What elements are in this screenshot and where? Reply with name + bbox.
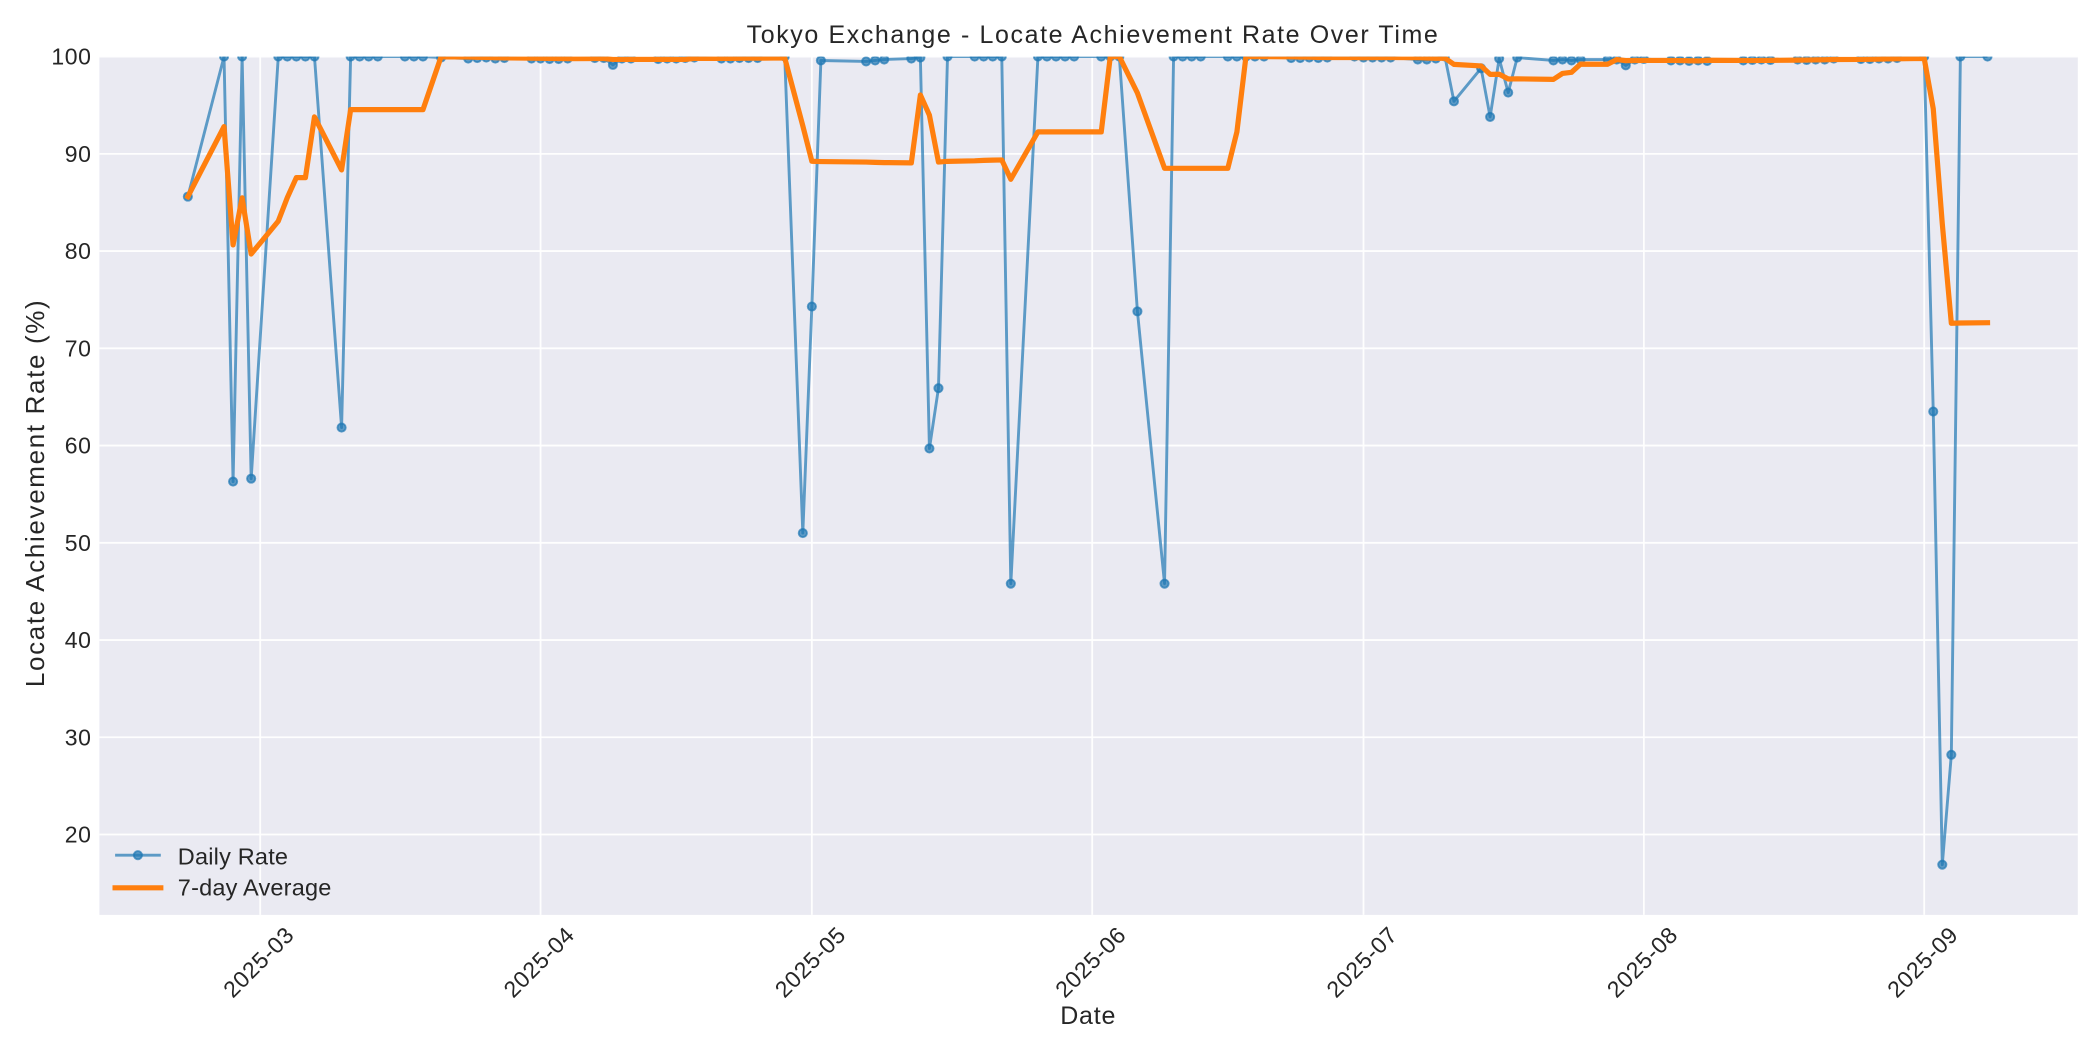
svg-text:20: 20 [65,822,92,848]
svg-text:100: 100 [51,44,91,70]
svg-text:Locate Achievement Rate (%): Locate Achievement Rate (%) [20,299,50,688]
svg-text:Daily Rate: Daily Rate [178,843,288,869]
svg-text:60: 60 [65,433,92,459]
svg-text:70: 70 [65,335,92,361]
svg-text:7-day Average: 7-day Average [178,875,332,901]
svg-text:30: 30 [65,724,92,750]
svg-text:80: 80 [65,238,92,264]
svg-text:90: 90 [65,141,92,167]
svg-text:Date: Date [1060,1002,1116,1030]
svg-text:Tokyo Exchange - Locate Achiev: Tokyo Exchange - Locate Achievement Rate… [747,21,1440,49]
svg-text:40: 40 [65,627,92,653]
svg-text:50: 50 [65,530,92,556]
